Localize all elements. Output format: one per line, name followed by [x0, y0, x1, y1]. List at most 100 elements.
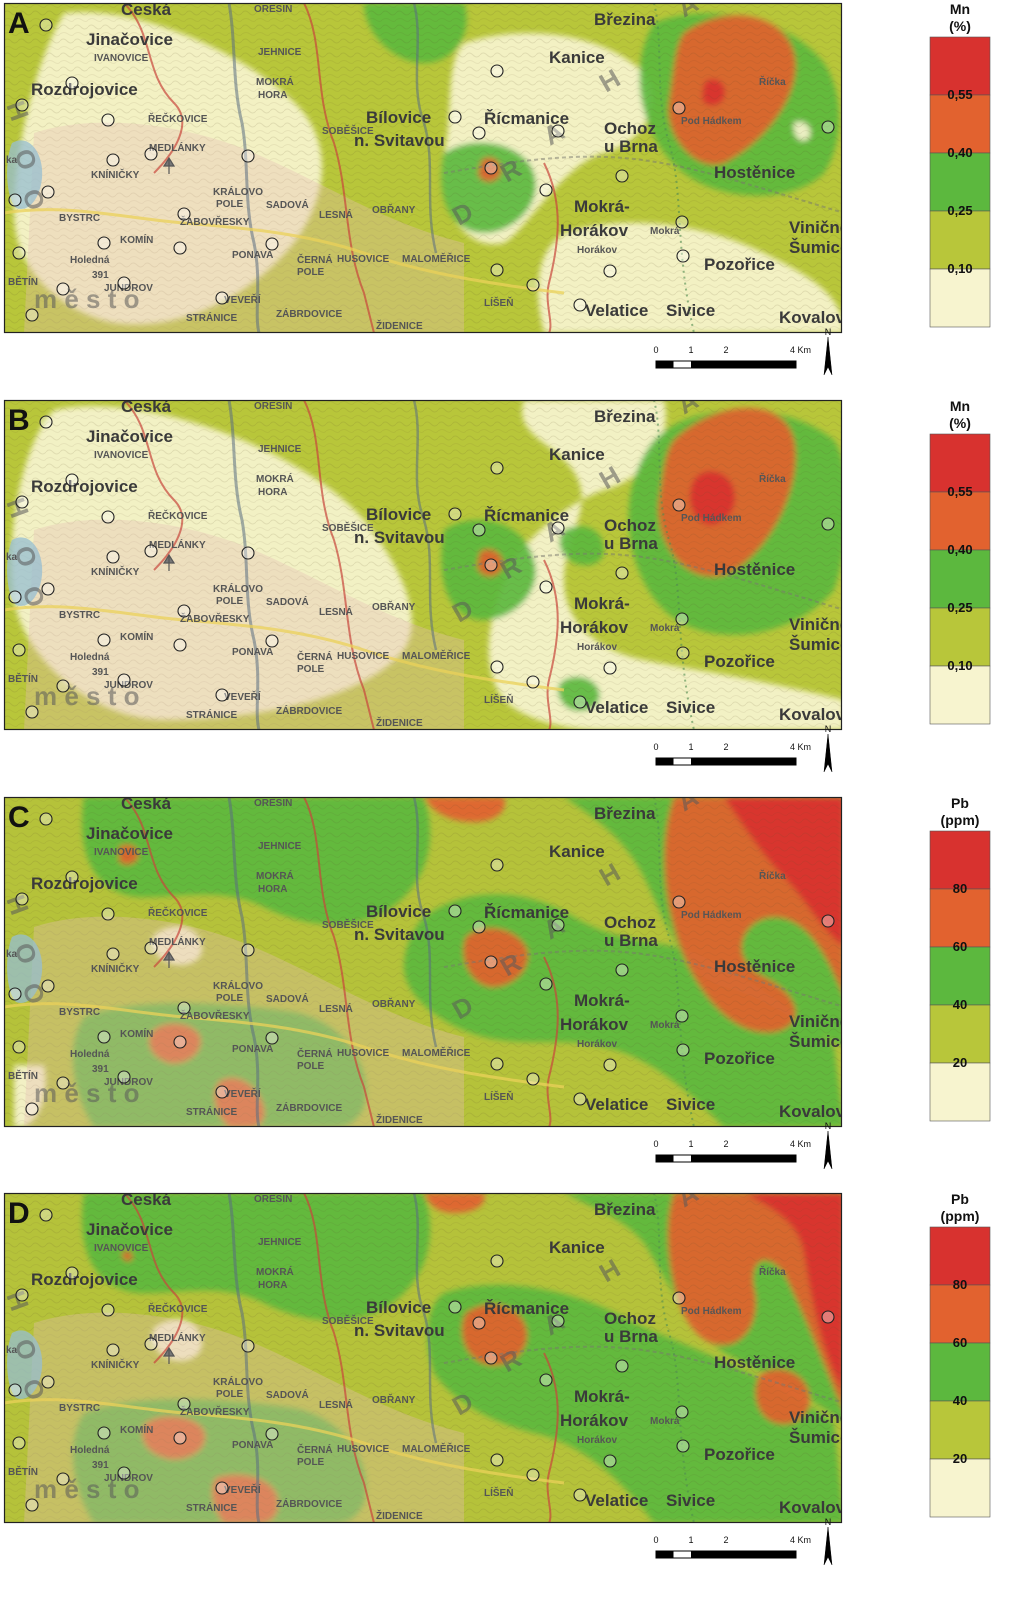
- place-mokra: Mokrá-: [574, 594, 630, 613]
- place-reckovice: ŘEČKOVICE: [148, 1302, 208, 1315]
- legend-title-unit: (ppm): [941, 1208, 980, 1224]
- sampling-site-marker: [101, 510, 115, 524]
- place-malomerice: MALOMĚŘICE: [402, 649, 471, 662]
- sampling-site-marker: [573, 1092, 587, 1106]
- place-zabrdovice: ZÁBRDOVICE: [276, 307, 342, 320]
- sampling-site-marker: [676, 1439, 690, 1453]
- place-ivanovice: IVANOVICE: [94, 53, 149, 64]
- sampling-site-marker: [484, 955, 498, 969]
- legend-tick-3: 20: [953, 1055, 967, 1070]
- river-svitava: [412, 797, 438, 1048]
- legend-color-band-0: [929, 433, 991, 493]
- legend-color-band-4: [929, 268, 991, 328]
- sampling-site-marker: [25, 1102, 39, 1116]
- reservoir-water: [7, 537, 43, 606]
- sampling-site-marker: [241, 943, 255, 957]
- place-obrany: OBŘANY: [372, 1393, 416, 1406]
- legend: Pb(ppm) 80 60 40 20: [929, 795, 991, 1122]
- place-komin: KOMÍN: [120, 1027, 153, 1040]
- place-komin: KOMÍN: [120, 233, 153, 246]
- scale-label-2: 2: [723, 742, 728, 752]
- admin-boundary-center: [303, 400, 375, 730]
- sampling-site-marker: [101, 907, 115, 921]
- legend-color-band-1: [929, 1284, 991, 1344]
- sampling-site-marker: [472, 126, 486, 140]
- sampling-site-marker: [101, 113, 115, 127]
- scale-label-2: 2: [723, 345, 728, 355]
- place-route-391: 391: [92, 1064, 109, 1075]
- scale-bar: 0 1 2 4 Km: [653, 345, 811, 369]
- place-kovalovice: Kovalovi: [779, 1102, 850, 1121]
- sampling-site-marker: [25, 308, 39, 322]
- place-ricmanice: Řícmanice: [484, 903, 569, 922]
- place-mokra-hora: MOKRÁ: [256, 869, 294, 882]
- admin-boundary-east: [543, 956, 559, 1127]
- place-malomerice: MALOMĚŘICE: [402, 1442, 471, 1455]
- place-horakov: Horákov: [560, 1015, 629, 1034]
- reservoir-water: [7, 1330, 43, 1399]
- sampling-site-marker: [117, 673, 131, 687]
- place-mokra-small: Mokrá: [650, 226, 680, 237]
- place-lisen: LÍŠEŇ: [484, 1090, 513, 1103]
- map-area: DRAHAHOOm ě s t oČeskáJinačoviceIVANOVIC…: [4, 1193, 849, 1523]
- north-arrow-icon: N: [823, 1517, 833, 1566]
- place-horakov: Horákov: [560, 1411, 629, 1430]
- sampling-site-marker: [672, 101, 686, 115]
- legend-color-band-3: [929, 1400, 991, 1460]
- admin-boundary-center: [303, 797, 375, 1127]
- place-husovice: HUSOVICE: [337, 651, 390, 662]
- place-hostenice: Hostěnice: [714, 560, 795, 579]
- admin-boundary-west: [123, 1193, 184, 1364]
- sampling-site-marker: [490, 1254, 504, 1268]
- place-komin: KOMÍN: [120, 630, 153, 643]
- place-kninicky: KNÍNIČKY: [91, 565, 140, 578]
- place-sivice: Sivice: [666, 1095, 715, 1114]
- place-cerna: ČERNÁ: [297, 1047, 333, 1060]
- scale-label-3: 4 Km: [790, 1139, 811, 1149]
- place-ka: ka: [6, 949, 18, 960]
- legend-tick-2: 40: [953, 1393, 967, 1408]
- sampling-site-marker: [472, 920, 486, 934]
- sampling-site-marker: [490, 461, 504, 475]
- place-sumice: Šumice: [789, 1428, 849, 1447]
- place-svitavou: n. Svitavou: [354, 131, 445, 150]
- sampling-site-marker: [821, 914, 835, 928]
- airport-icon: [162, 950, 176, 968]
- place-sobesice: SOBĚŠICE: [322, 1314, 374, 1327]
- place-kralovo-pole: POLE: [216, 993, 244, 1004]
- airport-icon: [162, 156, 176, 174]
- place-zidenice: ŽIDENICE: [376, 1509, 423, 1522]
- legend-color-band-4: [929, 1458, 991, 1518]
- legend: Mn(%) 0,55 0,40 0,25 0,10: [929, 398, 991, 725]
- sampling-site-marker: [101, 1303, 115, 1317]
- legend-color-band-4: [929, 665, 991, 725]
- place-horakov-small: Horákov: [577, 1435, 617, 1446]
- place-kralovo: KRÁLOVO: [213, 582, 263, 595]
- place-ka: ka: [6, 552, 18, 563]
- sampling-site-marker: [490, 263, 504, 277]
- place-sadova: SADOVÁ: [266, 198, 309, 211]
- north-arrow-shape: [823, 1526, 833, 1566]
- scale-bar-segment: [726, 1551, 796, 1558]
- admin-boundary-east: [543, 559, 559, 730]
- scale-label-3: 4 Km: [790, 1535, 811, 1545]
- place-velatice: Velatice: [585, 698, 648, 717]
- scale-bar-segment: [691, 1155, 726, 1162]
- sampling-site-marker: [265, 237, 279, 251]
- scale-label-1: 1: [688, 742, 693, 752]
- place-medlanky: MEDLÁNKY: [149, 1331, 206, 1344]
- place-veveri: VEVEŘÍ: [224, 1087, 261, 1100]
- sampling-site-marker: [490, 64, 504, 78]
- scale-label-1: 1: [688, 345, 693, 355]
- place-kanice: Kanice: [549, 1238, 605, 1257]
- legend-title-element: Pb: [951, 1191, 969, 1207]
- river-svitava: [412, 3, 438, 254]
- legend-tick-3: 0,10: [947, 658, 972, 673]
- legend-tick-0: 0,55: [947, 484, 972, 499]
- place-medlanky: MEDLÁNKY: [149, 935, 206, 948]
- place-ochoz: Ochoz: [604, 913, 656, 932]
- panel-c: DRAHAHOOm ě s t oČeskáJinačoviceIVANOVIC…: [3, 796, 850, 1128]
- legend-color-band-2: [929, 1342, 991, 1402]
- scale-label-0: 0: [653, 1535, 658, 1545]
- legend-title-element: Mn: [950, 398, 970, 414]
